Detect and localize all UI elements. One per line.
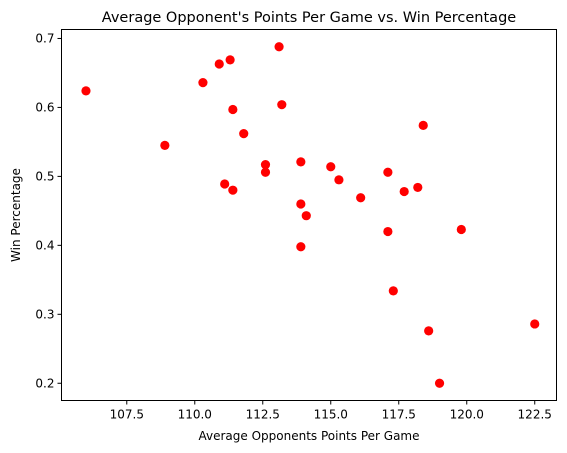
x-tick-label: 112.5 — [246, 408, 280, 422]
y-tick-label: 0.6 — [35, 100, 54, 114]
data-point — [214, 59, 224, 69]
y-tick-label: 0.4 — [35, 238, 54, 252]
data-point — [81, 86, 91, 96]
data-point — [277, 100, 287, 110]
data-point — [356, 193, 366, 203]
data-point — [434, 378, 445, 388]
y-tick-label: 0.7 — [35, 31, 54, 45]
data-point — [260, 167, 271, 177]
y-tick-label: 0.3 — [35, 307, 54, 321]
data-point — [413, 182, 423, 193]
data-point — [239, 129, 249, 139]
data-point — [228, 104, 238, 115]
data-point — [220, 179, 230, 189]
plot-frame — [61, 29, 557, 401]
data-point — [301, 211, 311, 221]
data-point — [228, 185, 238, 195]
x-tick-label: 117.5 — [382, 408, 416, 422]
chart-title: Average Opponent's Points Per Game vs. W… — [102, 10, 516, 26]
y-axis-label: Win Percentage — [9, 168, 23, 262]
data-point — [198, 77, 208, 88]
data-point — [388, 286, 398, 296]
data-point — [456, 224, 466, 235]
data-point — [418, 120, 428, 130]
data-point — [383, 226, 393, 237]
data-point — [274, 42, 284, 52]
data-point — [383, 167, 393, 177]
x-tick-label: 115.0 — [314, 408, 348, 422]
x-tick-label: 110.0 — [178, 408, 212, 422]
data-point — [296, 157, 306, 167]
y-tick-label: 0.5 — [35, 169, 54, 183]
data-point — [296, 242, 306, 252]
data-point — [334, 175, 344, 185]
data-points — [81, 42, 540, 388]
y-axis-ticks: 0.2 0.3 0.4 0.5 0.6 0.7 — [35, 31, 62, 390]
x-axis-label: Average Opponents Points Per Game — [198, 429, 419, 443]
x-tick-label: 122.5 — [518, 408, 552, 422]
data-point — [424, 326, 434, 336]
x-tick-label: 120.0 — [450, 408, 484, 422]
y-tick-label: 0.2 — [35, 376, 54, 390]
data-point — [530, 319, 540, 329]
data-point — [399, 186, 409, 197]
x-tick-label: 107.5 — [110, 408, 144, 422]
data-point — [225, 55, 235, 65]
data-point — [296, 199, 306, 209]
data-point — [160, 140, 170, 150]
data-point — [326, 162, 336, 172]
x-axis-ticks: 107.5 110.0 112.5 115.0 117.5 120.0 122.5 — [110, 400, 552, 422]
data-point — [260, 160, 271, 170]
